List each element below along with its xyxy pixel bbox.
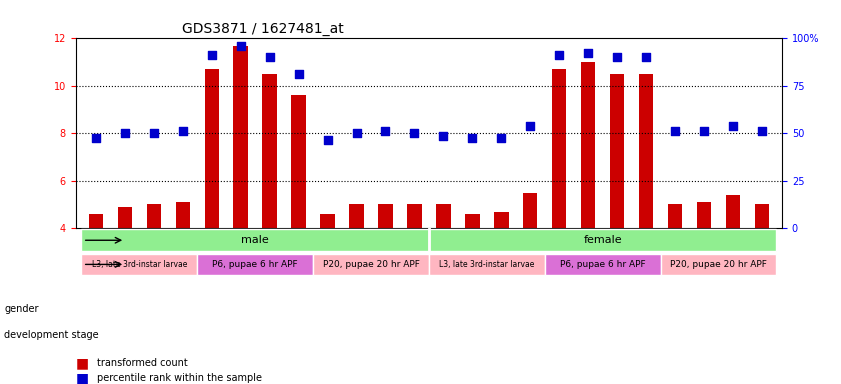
Point [436,132,450,139]
Point [321,137,335,144]
Point [408,130,421,136]
Bar [696,202,711,228]
Bar [523,193,537,228]
Text: percentile rank within the sample: percentile rank within the sample [97,373,262,383]
Bar [726,195,740,228]
Bar [581,62,595,228]
Point [292,71,305,77]
FancyBboxPatch shape [429,229,776,251]
Point [755,128,769,134]
Bar [610,74,624,228]
FancyBboxPatch shape [660,253,776,275]
Point [147,130,161,136]
Point [581,50,595,56]
Text: L3, late 3rd-instar larvae: L3, late 3rd-instar larvae [439,260,535,269]
Text: male: male [241,235,269,245]
Text: P6, pupae 6 hr APF: P6, pupae 6 hr APF [560,260,645,269]
Point [495,135,508,141]
Point [611,54,624,60]
Text: female: female [584,235,622,245]
Bar [234,46,248,228]
FancyBboxPatch shape [313,253,429,275]
Bar [668,204,682,228]
Bar [552,69,567,228]
Bar [262,74,277,228]
Text: P20, pupae 20 hr APF: P20, pupae 20 hr APF [323,260,420,269]
Point [697,128,711,134]
FancyBboxPatch shape [82,229,429,251]
Point [466,135,479,141]
Text: L3, late 3rd-instar larvae: L3, late 3rd-instar larvae [92,260,187,269]
Text: P20, pupae 20 hr APF: P20, pupae 20 hr APF [670,260,767,269]
Bar [176,202,190,228]
Bar [320,214,335,228]
Text: ■: ■ [76,371,89,384]
Point [234,43,247,49]
Point [726,123,739,129]
FancyBboxPatch shape [545,253,660,275]
Point [205,52,219,58]
Text: transformed count: transformed count [97,358,188,368]
FancyBboxPatch shape [198,253,313,275]
Point [119,130,132,136]
Point [523,123,537,129]
Bar [494,212,509,228]
Point [639,54,653,60]
Text: gender: gender [4,304,39,314]
Bar [349,204,364,228]
Point [669,128,682,134]
Bar [291,95,306,228]
Bar [146,204,161,228]
Text: P6, pupae 6 hr APF: P6, pupae 6 hr APF [213,260,298,269]
Point [263,54,277,60]
Bar [204,69,219,228]
Bar [407,204,421,228]
Text: GDS3871 / 1627481_at: GDS3871 / 1627481_at [182,22,343,36]
Point [553,52,566,58]
Bar [436,204,451,228]
Point [89,135,103,141]
Bar [639,74,653,228]
Point [378,128,392,134]
Bar [378,204,393,228]
Bar [118,207,132,228]
Point [176,128,189,134]
FancyBboxPatch shape [429,253,545,275]
Text: development stage: development stage [4,330,99,340]
Bar [754,204,770,228]
Bar [88,214,103,228]
Text: ■: ■ [76,356,89,370]
FancyBboxPatch shape [82,253,198,275]
Bar [76,228,782,240]
Bar [465,214,479,228]
Point [350,130,363,136]
